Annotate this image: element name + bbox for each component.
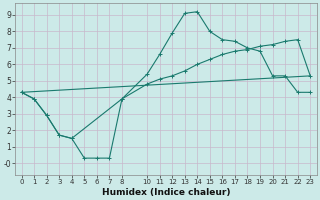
X-axis label: Humidex (Indice chaleur): Humidex (Indice chaleur): [102, 188, 230, 197]
